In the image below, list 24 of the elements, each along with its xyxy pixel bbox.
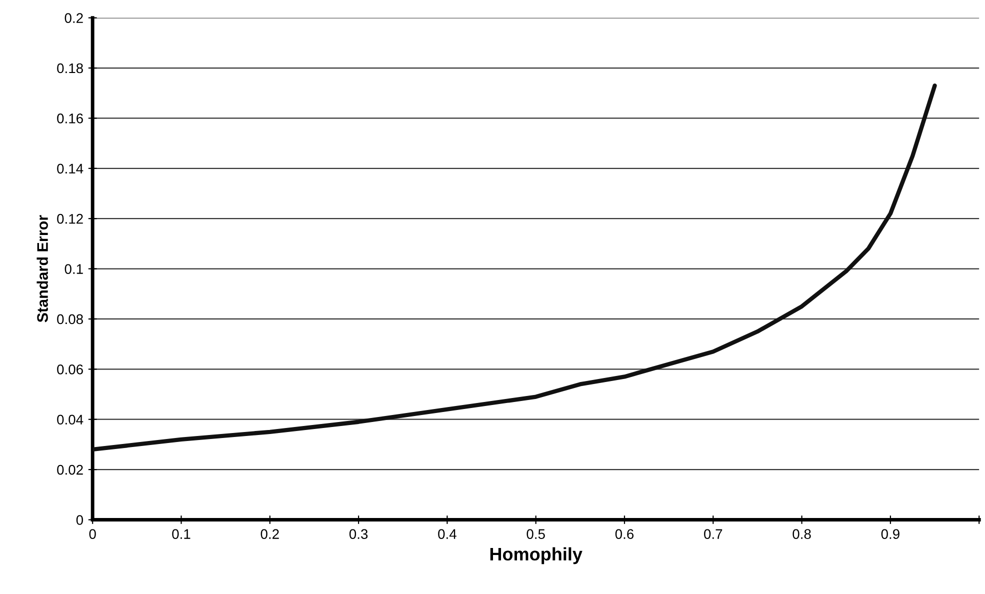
y-tick-label: 0.16 <box>57 114 83 124</box>
y-tick-label: 0 <box>76 515 84 525</box>
y-tick-label: 0.08 <box>57 314 83 324</box>
x-tick-label: 0.5 <box>526 529 545 539</box>
y-tick-label: 0.1 <box>64 264 83 274</box>
x-tick-label: 0.8 <box>792 529 811 539</box>
y-axis-title: Standard Error <box>36 215 48 322</box>
x-tick-label: 0.1 <box>172 529 190 539</box>
y-tick-label: 0.02 <box>57 464 83 475</box>
x-tick-label: 0.2 <box>260 529 279 539</box>
y-tick-label: 0.12 <box>57 214 83 224</box>
x-tick-label: 0 <box>89 529 96 539</box>
x-tick-label: 0.6 <box>615 529 634 539</box>
y-tick-label: 0.04 <box>57 414 84 425</box>
x-tick-label: 0.9 <box>881 529 900 539</box>
line-series <box>92 83 937 452</box>
y-tick-label: 0.06 <box>57 364 83 374</box>
x-tick-label: 0.4 <box>438 529 456 539</box>
x-axis-title: Homophily <box>490 547 582 564</box>
x-tick-label: 0.3 <box>349 529 368 539</box>
y-tick-label: 0.14 <box>57 164 84 174</box>
x-tick-label: 0.7 <box>704 529 722 539</box>
y-tick-label: 0.18 <box>57 63 83 74</box>
y-tick-label: 0.2 <box>64 13 83 23</box>
